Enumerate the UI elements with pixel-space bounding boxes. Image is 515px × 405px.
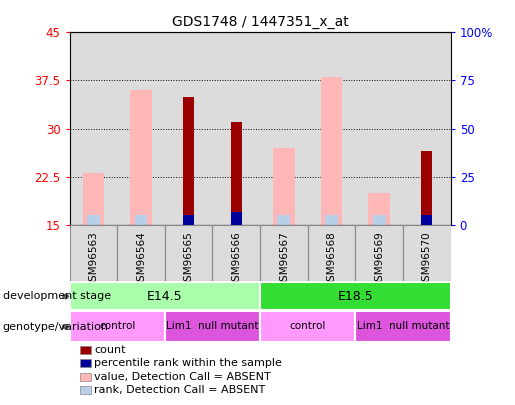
Bar (355, 311, 451, 342)
Bar (325, 215, 338, 225)
Bar (273, 148, 295, 225)
Bar (130, 90, 152, 225)
Text: value, Detection Call = ABSENT: value, Detection Call = ABSENT (94, 372, 271, 382)
Text: GSM96567: GSM96567 (279, 232, 289, 288)
Bar (373, 215, 386, 225)
Bar (368, 193, 390, 225)
Text: control: control (99, 322, 135, 331)
Bar (183, 215, 194, 225)
Text: GSM96568: GSM96568 (327, 232, 336, 288)
Text: genotype/variation: genotype/variation (3, 322, 109, 332)
Bar (231, 122, 242, 225)
Bar (117, 225, 165, 281)
Bar (165, 225, 212, 281)
Text: GSM96564: GSM96564 (136, 232, 146, 288)
Bar (321, 77, 342, 225)
Bar (70, 311, 165, 342)
Bar (355, 225, 403, 281)
Bar (70, 225, 117, 281)
Bar (421, 151, 432, 225)
Text: control: control (289, 322, 326, 331)
Text: development stage: development stage (3, 292, 111, 301)
Bar (260, 311, 355, 342)
Bar (87, 215, 100, 225)
Bar (278, 215, 290, 225)
Text: GSM96565: GSM96565 (184, 232, 194, 288)
Text: count: count (94, 345, 126, 355)
Bar (134, 215, 147, 225)
Bar (183, 96, 194, 225)
Text: Lim1  null mutant: Lim1 null mutant (166, 322, 259, 331)
Bar (260, 225, 308, 281)
Bar (165, 311, 260, 342)
Bar (212, 225, 260, 281)
Text: GSM96570: GSM96570 (422, 232, 432, 288)
Text: GSM96569: GSM96569 (374, 232, 384, 288)
Text: E14.5: E14.5 (147, 290, 183, 303)
Text: GSM96563: GSM96563 (89, 232, 98, 288)
Bar (403, 225, 451, 281)
Bar (231, 212, 242, 225)
Bar (82, 173, 104, 225)
Text: Lim1  null mutant: Lim1 null mutant (357, 322, 449, 331)
Text: rank, Detection Call = ABSENT: rank, Detection Call = ABSENT (94, 385, 266, 395)
Text: GSM96566: GSM96566 (231, 232, 241, 288)
Bar (307, 225, 355, 281)
Bar (70, 282, 260, 310)
Bar (421, 215, 432, 225)
Title: GDS1748 / 1447351_x_at: GDS1748 / 1447351_x_at (171, 15, 349, 29)
Bar (260, 282, 451, 310)
Text: percentile rank within the sample: percentile rank within the sample (94, 358, 282, 368)
Text: E18.5: E18.5 (337, 290, 373, 303)
